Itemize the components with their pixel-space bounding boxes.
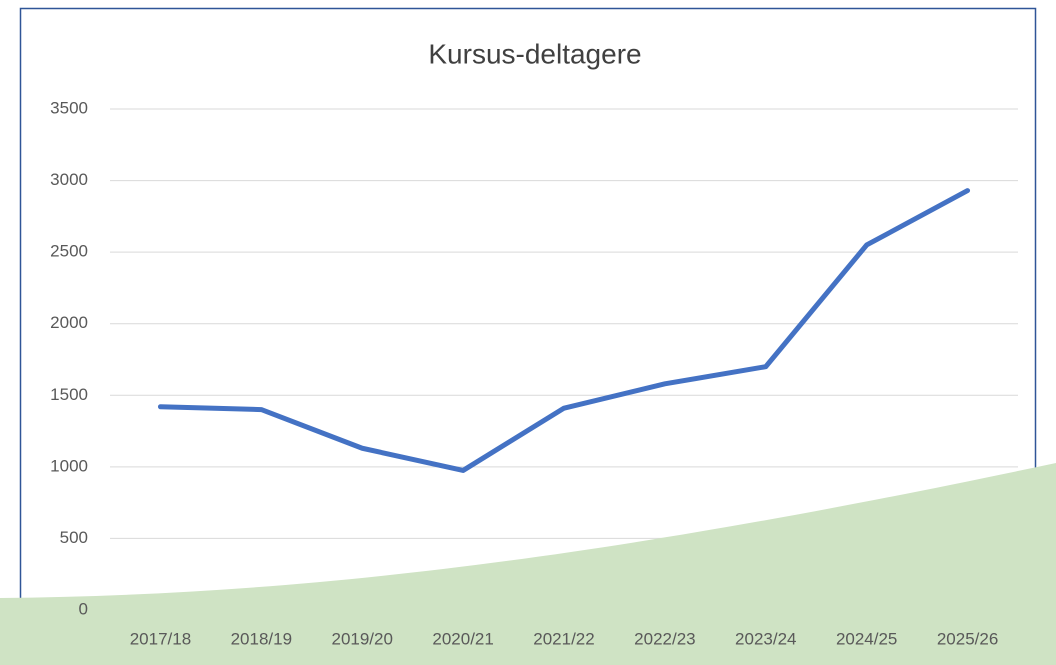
x-tick-label: 2025/26 — [937, 629, 998, 648]
x-tick-label: 2022/23 — [634, 629, 695, 648]
x-tick-label: 2023/24 — [735, 629, 796, 648]
x-tick-label: 2019/20 — [331, 629, 392, 648]
y-tick-label: 500 — [60, 528, 88, 547]
x-tick-label: 2018/19 — [231, 629, 292, 648]
y-tick-label: 2000 — [50, 313, 88, 332]
y-tick-label: 3500 — [50, 98, 88, 117]
x-tick-label: 2017/18 — [130, 629, 191, 648]
y-tick-label: 1500 — [50, 385, 88, 404]
y-tick-label: 0 — [79, 599, 88, 618]
y-tick-label: 1000 — [50, 456, 88, 475]
y-tick-label: 3000 — [50, 170, 88, 189]
x-tick-label: 2021/22 — [533, 629, 594, 648]
y-tick-label: 2500 — [50, 242, 88, 261]
x-tick-label: 2024/25 — [836, 629, 897, 648]
decorative-wave — [0, 463, 1056, 665]
data-line — [157, 188, 971, 473]
chart-title: Kursus-deltagere — [428, 38, 641, 69]
x-tick-label: 2020/21 — [432, 629, 493, 648]
